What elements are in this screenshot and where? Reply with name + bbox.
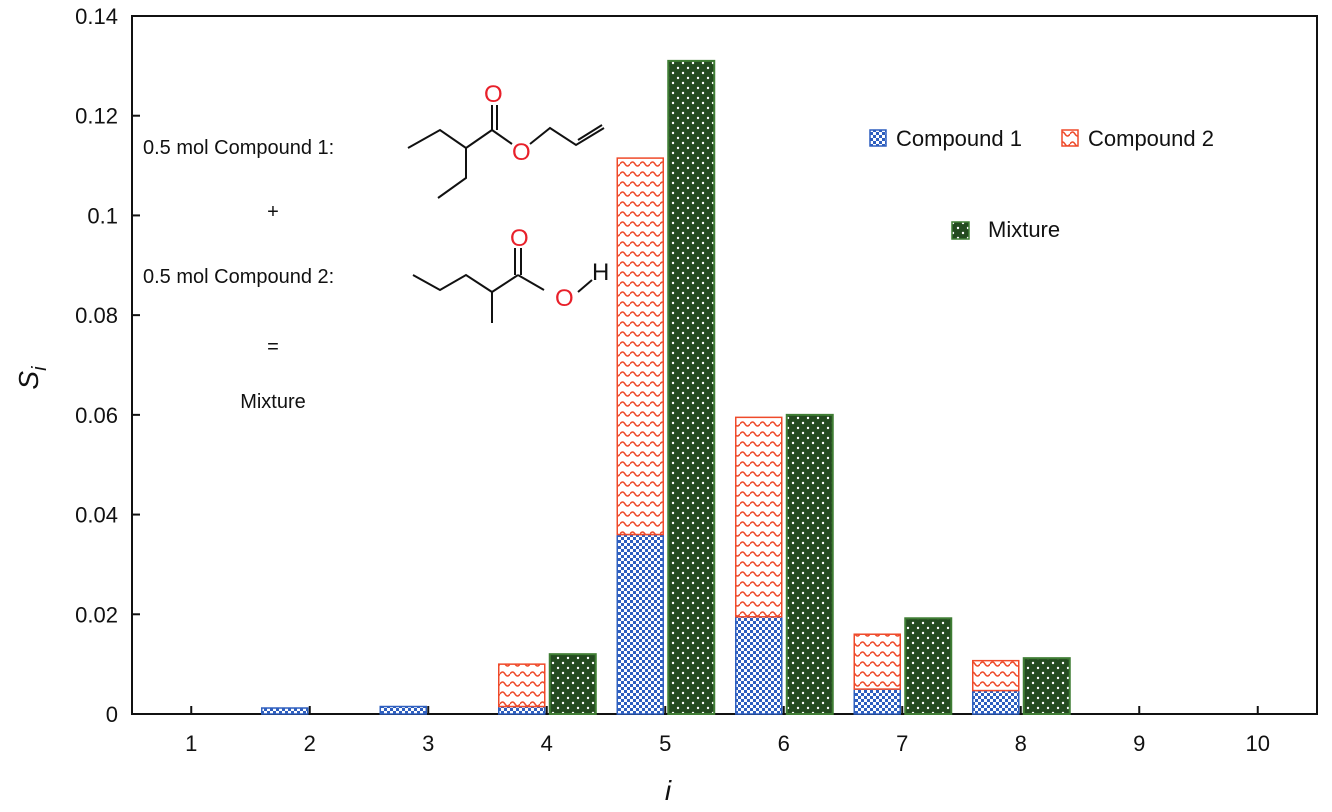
legend-swatch-compound-1 — [869, 129, 887, 147]
y-tick-label: 0.1 — [87, 203, 118, 228]
mixture-annotation: 0.5 mol Compound 1: + 0.5 mol Compound 2… — [143, 137, 334, 413]
bars — [261, 59, 1071, 716]
y-axis-label-sub: i — [29, 366, 51, 371]
bar-mixture — [548, 653, 597, 716]
legend-swatch-mixture — [951, 221, 970, 240]
x-tick-label: 5 — [659, 731, 671, 756]
bar-compound-2 — [498, 663, 546, 708]
compound-1-carbonyl-oxygen: O — [484, 81, 503, 108]
bar-compound-1 — [735, 616, 783, 715]
x-axis: 1 2 3 4 5 6 7 8 9 10 — [185, 706, 1270, 756]
compound-2-hydroxyl-oxygen: O — [555, 285, 574, 312]
bar-compound-1 — [261, 707, 309, 715]
compound-1-ester-oxygen: O — [512, 139, 531, 166]
bar-mixture — [1022, 657, 1071, 715]
y-tick-label: 0.06 — [75, 403, 118, 428]
plot-frame — [131, 15, 1318, 715]
bar-compound-2 — [853, 633, 901, 690]
x-tick-label: 7 — [896, 731, 908, 756]
y-tick-label: 0.08 — [75, 303, 118, 328]
annotation-equals: = — [267, 336, 279, 358]
x-axis-label: i — [665, 775, 672, 806]
legend-label-compound-2: Compound 2 — [1088, 126, 1214, 151]
x-tick-label: 3 — [422, 731, 434, 756]
bar-compound-1 — [498, 705, 546, 715]
bar-compound-1 — [379, 705, 427, 715]
x-tick-label: 8 — [1015, 731, 1027, 756]
bar-compound-1 — [616, 533, 664, 715]
legend: Compound 1 Compound 2 Mixture — [869, 126, 1214, 242]
legend-label-compound-1: Compound 1 — [896, 126, 1022, 151]
y-tick-label: 0.14 — [75, 4, 118, 29]
bar-mixture — [785, 413, 834, 715]
y-tick-label: 0.04 — [75, 503, 118, 528]
bar-compound-1 — [972, 689, 1020, 715]
y-tick-label: 0.12 — [75, 104, 118, 129]
annotation-plus: + — [267, 201, 279, 223]
y-axis-label: Si — [13, 366, 51, 390]
x-tick-label: 1 — [185, 731, 197, 756]
legend-swatch-compound-2 — [1061, 129, 1079, 147]
compound-2-carbonyl-oxygen: O — [510, 225, 529, 252]
compound-2-hydrogen: H — [592, 259, 609, 286]
y-tick-label: 0 — [106, 702, 118, 727]
bar-mixture — [667, 59, 716, 716]
compound-2-structure — [412, 248, 593, 323]
annotation-compound-1: 0.5 mol Compound 1: — [143, 137, 334, 159]
svg-text:Si: Si — [13, 366, 51, 390]
y-axis: 0 0.02 0.04 0.06 0.08 0.1 0.12 0.14 — [75, 4, 140, 727]
bar-compound-2 — [735, 416, 783, 618]
bar-mixture — [904, 617, 953, 716]
annotation-mixture: Mixture — [240, 391, 306, 413]
bar-compound-1 — [853, 688, 901, 715]
x-tick-label: 6 — [778, 731, 790, 756]
x-tick-label: 10 — [1246, 731, 1270, 756]
y-axis-label-main: S — [13, 371, 44, 390]
x-tick-label: 4 — [541, 731, 553, 756]
legend-label-mixture: Mixture — [988, 217, 1060, 242]
bar-compound-2 — [616, 157, 664, 536]
annotation-compound-2: 0.5 mol Compound 2: — [143, 266, 334, 288]
y-tick-label: 0.02 — [75, 602, 118, 627]
bar-compound-2 — [972, 659, 1020, 692]
compound-1-structure — [407, 105, 605, 199]
x-tick-label: 2 — [304, 731, 316, 756]
x-tick-label: 9 — [1133, 731, 1145, 756]
